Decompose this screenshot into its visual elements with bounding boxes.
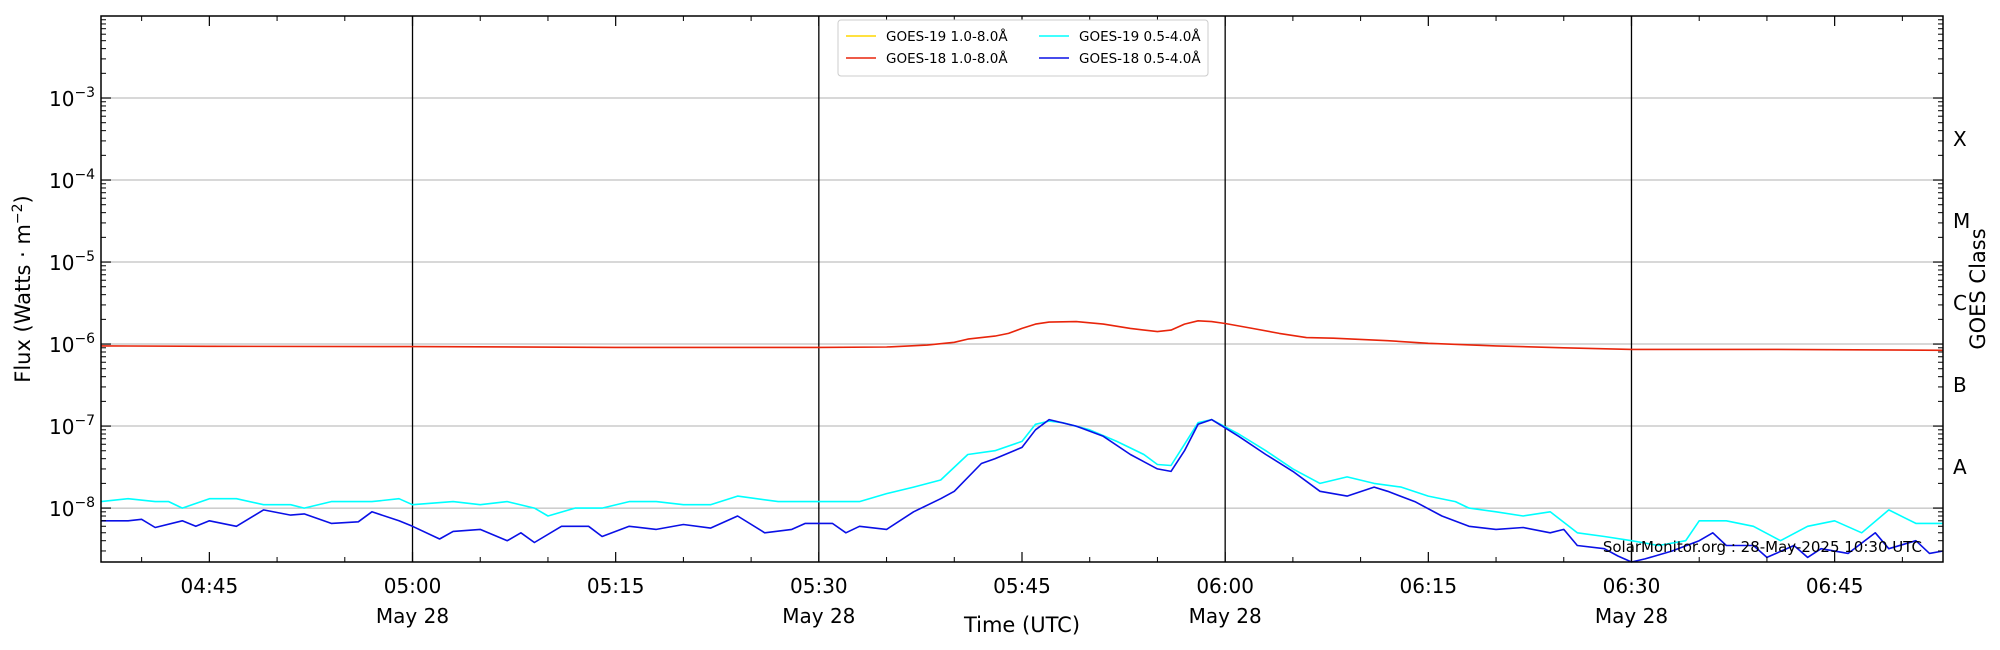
x-date-label: May 28 xyxy=(782,604,855,628)
goes-class-label: A xyxy=(1953,455,1967,479)
x-tick-label: 06:30 xyxy=(1603,574,1661,598)
x-tick-label: 06:45 xyxy=(1806,574,1864,598)
grid-lines xyxy=(101,97,1943,509)
x-tick-label: 06:15 xyxy=(1400,574,1458,598)
legend: GOES-19 1.0-8.0Å GOES-18 1.0-8.0Å GOES-19 … xyxy=(837,19,1209,77)
x-tick-label: 05:15 xyxy=(587,574,645,598)
x-tick-label: 05:00 xyxy=(384,574,442,598)
y-tick-label: 10−6 xyxy=(49,331,95,357)
series-line-3 xyxy=(101,418,1944,563)
x-tick-label: 04:45 xyxy=(181,574,239,598)
goes-class-labels: A B C M X xyxy=(1953,127,1970,479)
legend-entry-0: GOES-19 1.0-8.0Å xyxy=(886,28,1008,45)
series-line-1 xyxy=(100,418,1943,547)
y-axis-title: Flux (Watts · m−2) xyxy=(10,195,35,383)
series-lines xyxy=(100,320,1944,563)
y-tick-label: 10−8 xyxy=(49,495,95,521)
y-tick-label: 10−7 xyxy=(49,413,95,439)
x-tick-labels: 04:45 05:00 May 28 05:15 05:30 May 28 05:45 06:… xyxy=(181,574,1864,628)
x-tick-label: 06:00 xyxy=(1196,574,1254,598)
axis-ticks xyxy=(101,16,1943,562)
solarmonitor-timestamp: SolarMonitor.org : 28-May-2025 10:30 UTC xyxy=(1603,538,1922,556)
day-boundary-lines xyxy=(411,16,1633,562)
goes-class-label: M xyxy=(1953,209,1970,233)
goes-class-label: B xyxy=(1953,373,1967,397)
legend-entry-3: GOES-18 0.5-4.0Å xyxy=(1079,50,1201,67)
goes-class-label: C xyxy=(1953,291,1967,315)
legend-entry-2: GOES-18 1.0-8.0Å xyxy=(886,50,1008,67)
y-tick-labels: 10−8 10−7 10−6 10−5 10−4 10−3 xyxy=(49,85,95,521)
x-tick-label: 05:30 xyxy=(790,574,848,598)
x-axis-title: Time (UTC) xyxy=(963,613,1080,637)
y-tick-label: 10−5 xyxy=(49,249,95,275)
legend-box xyxy=(837,19,1209,77)
goes-class-label: X xyxy=(1953,127,1967,151)
legend-entry-1: GOES-19 0.5-4.0Å xyxy=(1079,28,1201,45)
series-line-2 xyxy=(100,320,1944,352)
x-date-label: May 28 xyxy=(1595,604,1668,628)
y-tick-label: 10−3 xyxy=(49,85,95,111)
x-tick-label: 05:45 xyxy=(993,574,1051,598)
y-tick-label: 10−4 xyxy=(49,167,95,193)
x-date-label: May 28 xyxy=(1189,604,1262,628)
y2-axis-title: GOES Class xyxy=(1966,228,1990,349)
x-date-label: May 28 xyxy=(376,604,449,628)
